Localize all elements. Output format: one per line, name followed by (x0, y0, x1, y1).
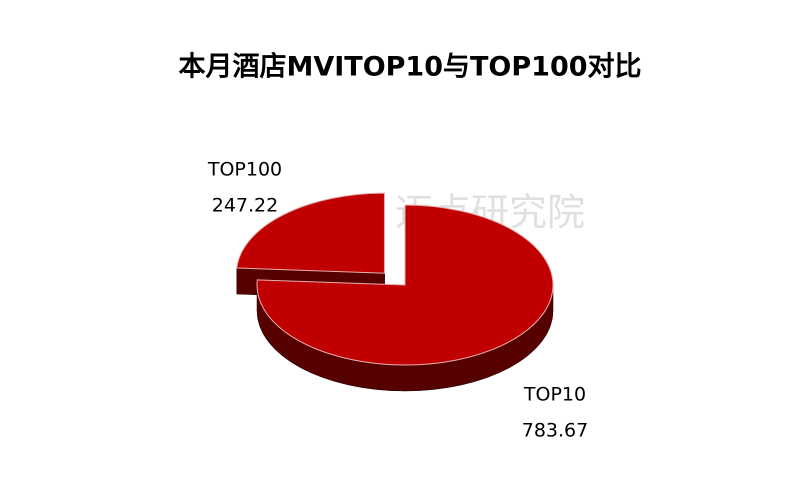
slice (236, 192, 385, 274)
slice-category-label: TOP100 (207, 159, 282, 181)
slice (256, 204, 554, 366)
slice-value-label: 247.22 (212, 195, 278, 217)
slice-category-label: TOP10 (523, 384, 586, 406)
chart-title: 本月酒店MVITOP10与TOP100对比 (178, 52, 641, 83)
pie (236, 192, 554, 392)
slice-value-label: 783.67 (522, 420, 588, 442)
